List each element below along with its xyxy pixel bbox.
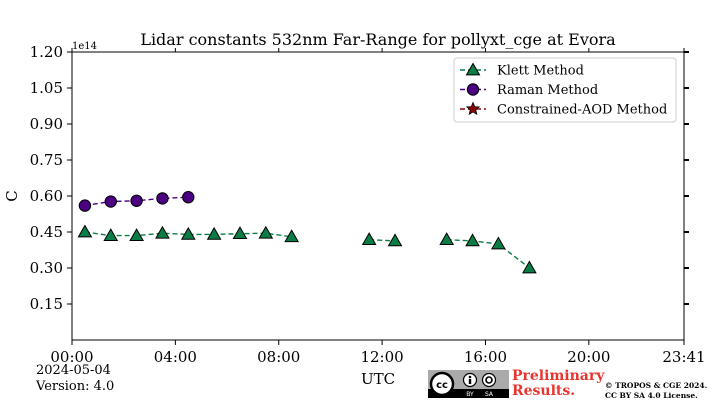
y-tick-label: 0.15 xyxy=(30,295,63,313)
axis-ticks: 00:00 04:00 08:00 12:00 16:00 20:00 23:41 0.15 0… xyxy=(30,43,706,366)
klett-data-point xyxy=(103,228,119,241)
series-line-segment xyxy=(84,231,292,238)
x-tick-label: 04:00 xyxy=(154,348,197,366)
series-layer xyxy=(77,191,537,274)
x-tick-label: 12:00 xyxy=(360,348,403,366)
klett-data-point xyxy=(465,233,480,247)
y-tick-label: 0.75 xyxy=(30,151,63,169)
x-tick-label: 16:00 xyxy=(464,348,507,366)
chart-title: Lidar constants 532nm Far-Range for poll… xyxy=(140,30,616,49)
klett-data-point xyxy=(439,232,455,246)
legend-label: Raman Method xyxy=(497,83,598,98)
y-tick-label: 1.05 xyxy=(30,79,63,97)
klett-data-point xyxy=(155,225,170,239)
x-tick-label: 00:00 xyxy=(50,348,93,366)
legend-label: Klett Method xyxy=(497,64,584,79)
sa-share-arc xyxy=(485,376,493,384)
x-tick-label: 23:41 xyxy=(662,348,705,366)
preliminary-line-1: Preliminary xyxy=(512,368,605,384)
y-tick-label: 0.90 xyxy=(30,115,63,133)
y-tick-label: 0.30 xyxy=(30,259,63,277)
badge-sa-label: SA xyxy=(485,391,494,398)
raman-data-point xyxy=(78,199,92,212)
legend-marker xyxy=(465,62,481,76)
x-tick-label: 08:00 xyxy=(257,348,300,366)
measurement-date: 2024-05-04 xyxy=(36,363,111,378)
software-version: Version: 4.0 xyxy=(36,379,115,394)
copyright-line-1: © TROPOS & CGE 2024. xyxy=(605,381,708,390)
raman-data-point xyxy=(130,194,143,208)
raman-data-point xyxy=(104,195,117,208)
sa-share-icon xyxy=(481,372,497,388)
by-person-body xyxy=(468,379,472,384)
plot-area-frame xyxy=(71,51,685,341)
klett-data-point xyxy=(129,228,144,241)
footer-info: 2024-05-04 Version: 4.0 xyxy=(36,363,114,395)
klett-data-point xyxy=(387,233,403,247)
badge-by-label: BY xyxy=(466,391,474,398)
klett-data-point xyxy=(232,226,248,240)
cc-badge-bottom-strip xyxy=(428,389,509,398)
cc-icon-glyph: cc xyxy=(436,380,448,391)
y-axis-label: C xyxy=(3,190,21,201)
x-axis-label: UTC xyxy=(361,370,395,388)
raman-data-point xyxy=(156,192,169,205)
y-tick-label: 0.45 xyxy=(30,223,63,241)
legend-marker xyxy=(466,83,480,96)
klett-data-point xyxy=(206,226,222,240)
klett-data-point xyxy=(361,232,377,246)
klett-data-point xyxy=(522,260,537,274)
legend: Klett Method Raman Method Constrained-AOD … xyxy=(453,57,677,123)
preliminary-notice: Preliminary Results. xyxy=(512,369,604,399)
series-line-segment xyxy=(446,239,530,269)
copyright-notice: © TROPOS & CGE 2024. CC BY SA 4.0 Licens… xyxy=(605,381,707,400)
copyright-line-2: CC BY SA 4.0 License. xyxy=(605,390,698,400)
cc-icon xyxy=(429,371,455,397)
klett-data-point xyxy=(284,229,300,243)
klett-series xyxy=(77,224,537,274)
legend-marker xyxy=(465,101,481,116)
klett-data-point xyxy=(258,225,274,239)
preliminary-line-2: Results. xyxy=(512,383,576,399)
y-tick-label: 0.60 xyxy=(30,187,63,205)
raman-data-point xyxy=(182,191,195,204)
klett-data-point xyxy=(180,226,196,240)
raman-series xyxy=(78,191,195,212)
legend-box xyxy=(453,57,677,123)
y-tick-label: 1.20 xyxy=(30,43,63,61)
legend-label: Constrained-AOD Method xyxy=(497,103,667,118)
klett-data-point xyxy=(491,236,506,250)
y-multiplier-label: 1e14 xyxy=(72,41,97,52)
x-tick-label: 20:00 xyxy=(567,348,610,366)
cc-license-badge: cc BY SA xyxy=(428,370,509,398)
klett-data-point xyxy=(77,224,93,238)
by-person-head xyxy=(468,375,472,379)
